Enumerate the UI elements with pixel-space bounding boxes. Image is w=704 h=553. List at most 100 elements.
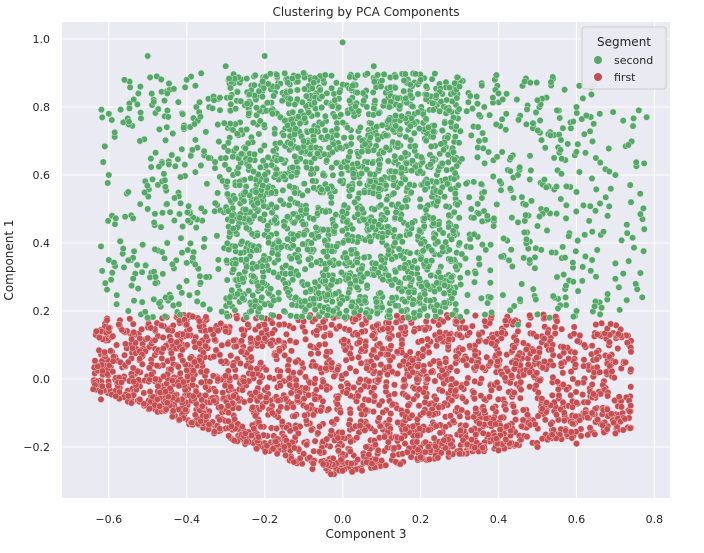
- point-second: [137, 109, 145, 117]
- point-second: [165, 80, 173, 87]
- point-second: [507, 154, 515, 161]
- point-first: [263, 383, 271, 391]
- point-second: [201, 235, 208, 243]
- point-first: [338, 429, 346, 436]
- point-first: [551, 323, 559, 331]
- point-first: [540, 358, 548, 365]
- point-second: [383, 196, 391, 204]
- point-second: [273, 71, 281, 79]
- point-second: [340, 134, 348, 142]
- point-second: [561, 254, 569, 262]
- point-second: [486, 279, 494, 287]
- point-first: [336, 322, 343, 330]
- point-second: [456, 83, 463, 91]
- point-first: [217, 357, 225, 365]
- point-second: [286, 182, 294, 190]
- point-second: [485, 148, 493, 156]
- point-second: [252, 188, 260, 196]
- point-first: [570, 330, 578, 338]
- point-second: [455, 214, 463, 222]
- point-second: [286, 95, 294, 103]
- point-first: [263, 442, 271, 450]
- point-second: [161, 254, 168, 262]
- point-second: [322, 265, 330, 273]
- point-first: [424, 443, 432, 451]
- point-second: [427, 272, 435, 280]
- point-first: [337, 409, 344, 416]
- point-second: [240, 197, 248, 205]
- point-first: [530, 347, 537, 355]
- point-second: [447, 118, 455, 126]
- point-second: [243, 100, 251, 108]
- point-first: [436, 360, 444, 367]
- point-first: [627, 348, 635, 356]
- point-second: [391, 152, 399, 160]
- point-second: [134, 90, 142, 97]
- point-second: [405, 274, 413, 282]
- point-second: [315, 233, 322, 241]
- point-first: [438, 387, 446, 395]
- point-first: [497, 414, 505, 422]
- point-first: [611, 429, 619, 437]
- point-first: [212, 388, 220, 396]
- point-second: [534, 96, 541, 104]
- point-second: [336, 177, 344, 185]
- point-first: [387, 342, 395, 350]
- point-second: [159, 270, 167, 278]
- point-second: [272, 170, 280, 178]
- point-second: [111, 220, 119, 228]
- point-second: [168, 260, 176, 268]
- point-second: [324, 291, 332, 299]
- point-second: [513, 96, 521, 103]
- point-second: [300, 69, 308, 77]
- point-first: [167, 349, 175, 357]
- point-second: [431, 288, 439, 295]
- point-second: [358, 148, 366, 156]
- point-second: [353, 250, 361, 258]
- point-first: [524, 361, 532, 369]
- point-second: [434, 238, 442, 246]
- point-first: [247, 334, 255, 342]
- point-first: [435, 321, 443, 329]
- point-first: [448, 375, 456, 383]
- point-first: [554, 385, 562, 393]
- point-second: [340, 201, 348, 209]
- point-second: [448, 311, 456, 319]
- point-second: [333, 242, 341, 250]
- point-first: [179, 357, 187, 365]
- point-second: [343, 254, 350, 262]
- point-second: [586, 202, 594, 210]
- point-second: [232, 260, 240, 268]
- point-first: [378, 345, 386, 353]
- point-second: [311, 278, 319, 286]
- point-first: [273, 425, 281, 432]
- point-second: [464, 291, 471, 299]
- point-second: [209, 104, 216, 112]
- point-second: [385, 246, 393, 254]
- point-first: [514, 327, 522, 335]
- point-second: [191, 261, 199, 268]
- point-second: [572, 247, 580, 255]
- point-second: [146, 73, 154, 81]
- point-second: [611, 275, 619, 283]
- point-first: [278, 418, 286, 426]
- point-first: [296, 369, 304, 377]
- point-second: [164, 113, 172, 121]
- point-second: [193, 289, 201, 297]
- point-second: [134, 285, 142, 293]
- point-second: [586, 127, 594, 135]
- point-first: [159, 334, 167, 341]
- point-first: [126, 315, 134, 323]
- point-second: [325, 144, 333, 152]
- point-first: [441, 444, 449, 452]
- point-second: [486, 111, 494, 119]
- point-first: [541, 416, 549, 424]
- point-second: [429, 133, 437, 141]
- point-first: [445, 449, 453, 457]
- point-first: [370, 384, 378, 392]
- point-second: [339, 119, 347, 127]
- point-second: [391, 168, 399, 176]
- point-second: [420, 214, 428, 222]
- point-second: [598, 304, 606, 312]
- point-second: [593, 246, 601, 254]
